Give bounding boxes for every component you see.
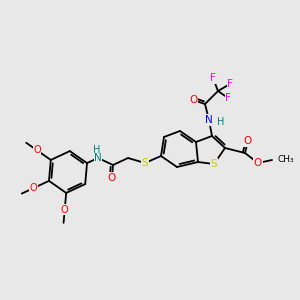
Text: H: H [217, 117, 224, 127]
Text: N: N [205, 115, 213, 125]
Text: S: S [142, 158, 148, 168]
Text: S: S [211, 159, 217, 169]
Text: CH₃: CH₃ [277, 155, 294, 164]
Text: O: O [254, 158, 262, 168]
Text: O: O [108, 173, 116, 183]
Text: O: O [33, 145, 41, 155]
Text: N: N [94, 153, 102, 163]
Text: O: O [61, 205, 68, 215]
Text: F: F [225, 93, 231, 103]
Text: F: F [210, 73, 216, 83]
Text: O: O [30, 183, 38, 193]
Text: F: F [227, 79, 233, 89]
Text: O: O [244, 136, 252, 146]
Text: O: O [189, 95, 197, 105]
Text: H: H [93, 145, 101, 155]
